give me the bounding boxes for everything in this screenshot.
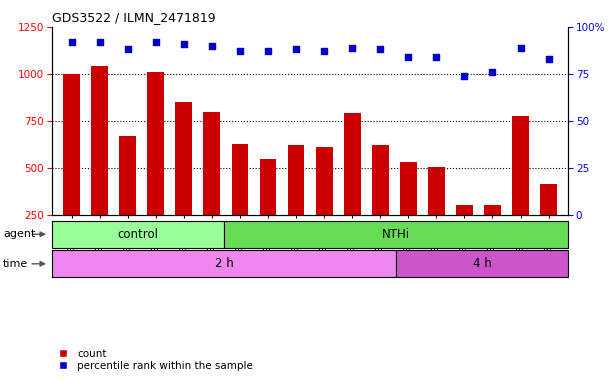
Point: [151, 39, 161, 45]
Point: [263, 48, 273, 55]
Point: [207, 43, 217, 49]
Bar: [63, 74, 80, 262]
Text: 4 h: 4 h: [473, 257, 492, 270]
Point: [95, 39, 104, 45]
Bar: [512, 116, 529, 262]
Bar: [288, 146, 304, 262]
Bar: [316, 147, 332, 262]
Text: GDS3522 / ILMN_2471819: GDS3522 / ILMN_2471819: [52, 11, 216, 24]
Point: [291, 46, 301, 53]
Bar: [484, 205, 501, 262]
Bar: [540, 184, 557, 262]
Bar: [91, 66, 108, 262]
Point: [459, 73, 469, 79]
Bar: [52, 221, 224, 248]
Point: [516, 45, 525, 51]
Text: agent: agent: [3, 229, 35, 239]
Point: [403, 54, 413, 60]
Point: [375, 46, 385, 53]
Point: [347, 45, 357, 51]
Bar: [232, 144, 248, 262]
Bar: [52, 250, 396, 277]
Point: [123, 46, 133, 53]
Bar: [344, 113, 360, 262]
Text: 2 h: 2 h: [214, 257, 233, 270]
Bar: [119, 136, 136, 262]
Bar: [175, 102, 192, 262]
Legend: count, percentile rank within the sample: count, percentile rank within the sample: [48, 344, 257, 375]
Bar: [260, 159, 276, 262]
Text: NTHi: NTHi: [382, 228, 410, 241]
Bar: [400, 162, 417, 262]
Bar: [396, 250, 568, 277]
Bar: [372, 146, 389, 262]
Point: [544, 56, 554, 62]
Point: [431, 54, 441, 60]
Bar: [203, 112, 221, 262]
Point: [179, 41, 189, 47]
Bar: [147, 72, 164, 262]
Text: control: control: [117, 228, 158, 241]
Point: [488, 69, 497, 75]
Point: [67, 39, 76, 45]
Point: [319, 48, 329, 55]
Point: [235, 48, 245, 55]
Bar: [224, 221, 568, 248]
Text: time: time: [3, 259, 28, 269]
Bar: [456, 205, 473, 262]
Bar: [428, 167, 445, 262]
